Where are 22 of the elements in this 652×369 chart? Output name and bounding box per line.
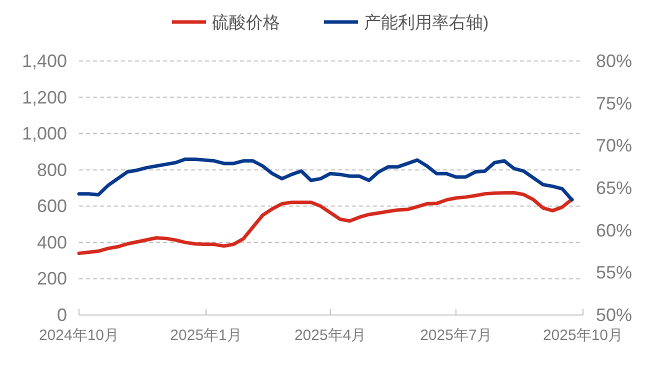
x-tick-label: 2025年4月 (294, 327, 366, 344)
y-tick-label: 0 (56, 305, 67, 325)
y2-tick-label: 50% (596, 305, 632, 325)
legend-label: 产能利用率右轴) (364, 13, 489, 32)
y-tick-label: 400 (36, 232, 67, 252)
x-tick-label: 2025年10月 (542, 327, 624, 344)
x-tick-label: 2025年1月 (170, 327, 242, 344)
y-tick-label: 1,200 (22, 87, 67, 108)
y-tick-label: 1,000 (22, 124, 67, 144)
y-tick-label: 800 (36, 160, 67, 180)
y2-tick-label: 55% (596, 262, 632, 283)
y-tick-label: 600 (36, 196, 67, 216)
y2-tick-label: 80% (596, 51, 632, 71)
y-tick-label: 1,400 (22, 51, 67, 71)
y-tick-label: 200 (36, 268, 67, 289)
legend-label: 硫酸价格 (212, 13, 280, 32)
x-tick-label: 2024年10月 (38, 327, 120, 344)
y2-tick-label: 65% (596, 178, 632, 198)
x-tick-label: 2025年7月 (420, 327, 492, 344)
y2-tick-label: 60% (596, 220, 632, 240)
y2-tick-label: 75% (596, 93, 632, 114)
y2-tick-label: 70% (596, 136, 632, 156)
